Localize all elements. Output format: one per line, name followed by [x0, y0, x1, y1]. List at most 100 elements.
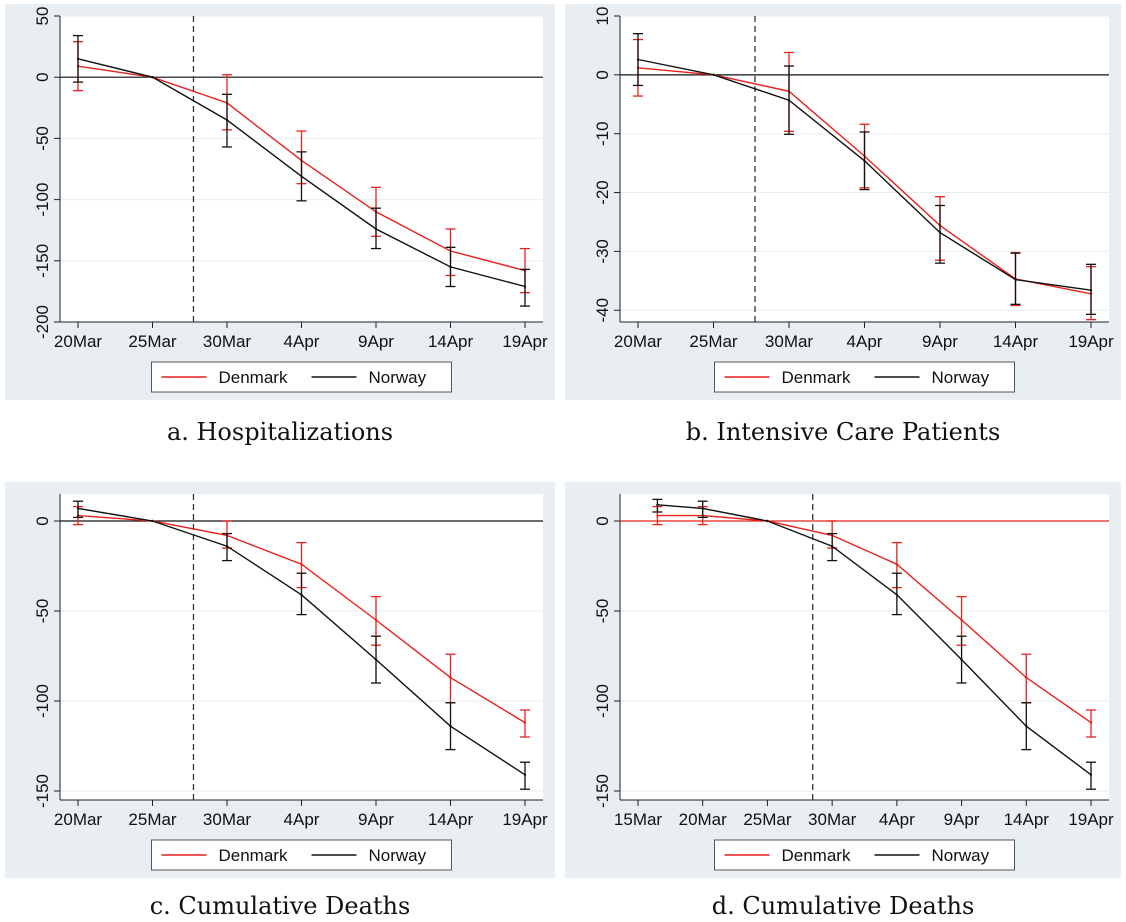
norway-data-point — [523, 773, 527, 776]
caption-d: d. Cumulative Deaths — [711, 892, 975, 920]
caption-c: c. Cumulative Deaths — [149, 892, 411, 920]
x-tick-label: 25Mar — [743, 810, 792, 829]
norway-legend-label: Norway — [932, 368, 990, 387]
x-tick-label: 15Mar — [614, 810, 663, 829]
norway-data-point — [374, 658, 378, 661]
norway-data-point — [636, 58, 640, 61]
norway-data-point — [1014, 278, 1017, 281]
y-tick-label: -150 — [593, 774, 612, 808]
y-tick-label: 0 — [593, 516, 612, 525]
denmark-data-point — [895, 563, 899, 566]
x-tick-label: 14Apr — [1004, 810, 1050, 829]
x-tick-label: 20Mar — [614, 332, 663, 351]
x-tick-label: 9Apr — [922, 332, 958, 351]
y-tick-label: -50 — [33, 126, 52, 151]
norway-data-point — [656, 503, 659, 506]
x-tick-label: 20Mar — [679, 810, 728, 829]
chart-panel-d: 0 -50 -100 -150 15Mar 20Mar 25Mar 30Mar 4Apr 9Apr… — [565, 482, 1121, 878]
norway-data-point — [1089, 773, 1093, 776]
x-tick-label: 19Apr — [502, 810, 548, 829]
x-tick-label: 4Apr — [284, 810, 320, 829]
x-tick-label: 20Mar — [54, 332, 103, 351]
y-tick-label: -50 — [593, 599, 612, 624]
norway-data-point — [76, 57, 80, 61]
norway-data-point — [787, 98, 791, 102]
y-tick-label: 10 — [593, 7, 612, 26]
y-tick-label: -100 — [33, 183, 52, 217]
caption-a: a. Hospitalizations — [166, 418, 394, 446]
denmark-legend-label: Denmark — [782, 368, 851, 387]
norway-error-bar — [935, 204, 945, 264]
denmark-series-line — [657, 514, 1092, 724]
norway-legend-label: Norway — [369, 846, 427, 865]
norway-data-point — [830, 545, 834, 548]
denmark-data-point — [656, 514, 659, 517]
x-tick-label: 20Mar — [54, 810, 103, 829]
x-tick-label: 30Mar — [808, 810, 857, 829]
norway-data-point — [76, 507, 80, 510]
norway-data-point — [960, 658, 963, 661]
x-tick-label: 14Apr — [428, 810, 474, 829]
denmark-legend-label: Denmark — [219, 368, 288, 387]
norway-data-point — [1025, 725, 1028, 728]
y-tick-label: -100 — [33, 684, 52, 718]
norway-data-point — [1089, 289, 1093, 292]
norway-data-point — [449, 725, 452, 728]
y-tick-label: -200 — [33, 305, 52, 339]
legend: Denmark Norway — [714, 361, 1015, 393]
x-tick-label: 9Apr — [944, 810, 980, 829]
norway-legend-label: Norway — [932, 846, 990, 865]
x-tick-label: 4Apr — [847, 332, 883, 351]
y-tick-label: -10 — [593, 121, 612, 146]
y-tick-label: -150 — [33, 774, 52, 808]
norway-data-point — [766, 519, 769, 523]
denmark-data-point — [1025, 676, 1028, 679]
x-tick-label: 19Apr — [1068, 332, 1114, 351]
chart-panel-b: 10 0 -10 -20 -30 -40 20Mar 25Mar 30Mar 4Apr 9Apr 14… — [565, 4, 1121, 400]
x-tick-label: 9Apr — [358, 810, 394, 829]
x-tick-label: 19Apr — [502, 332, 548, 351]
norway-data-point — [701, 507, 704, 510]
norway-data-point — [523, 285, 527, 288]
y-tick-label: -40 — [593, 298, 612, 323]
x-tick-label: 25Mar — [128, 810, 177, 829]
norway-data-point — [374, 227, 378, 231]
plot-area — [60, 494, 543, 800]
norway-data-point — [151, 76, 154, 79]
norway-data-point — [449, 265, 452, 269]
norway-data-point — [225, 118, 229, 122]
denmark-data-point — [449, 676, 452, 679]
x-tick-label: 30Mar — [203, 810, 252, 829]
x-tick-label: 14Apr — [428, 332, 474, 351]
y-tick-label: -50 — [33, 599, 52, 624]
caption-b: b. Intensive Care Patients — [685, 418, 1001, 446]
denmark-data-point — [523, 721, 527, 724]
denmark-legend-label: Denmark — [219, 846, 288, 865]
norway-data-point — [300, 175, 303, 178]
norway-data-point — [895, 593, 899, 596]
norway-legend-label: Norway — [369, 368, 427, 387]
denmark-legend-label: Denmark — [782, 846, 851, 865]
norway-data-point — [225, 545, 229, 548]
x-tick-label: 19Apr — [1068, 810, 1114, 829]
y-tick-label: -100 — [593, 684, 612, 718]
y-tick-label: -30 — [593, 239, 612, 264]
x-tick-label: 25Mar — [128, 332, 177, 351]
y-tick-label: -150 — [33, 244, 52, 278]
x-tick-label: 30Mar — [203, 332, 252, 351]
legend: Denmark Norway — [151, 839, 452, 871]
plot-area — [620, 494, 1109, 800]
x-tick-label: 9Apr — [358, 332, 394, 351]
chart-panel-a: 50 0 -50 -100 -150 -200 20Mar 25Mar 30Mar 4Apr 9Ap… — [5, 4, 555, 400]
denmark-data-point — [1089, 721, 1093, 724]
x-tick-label: 25Mar — [689, 332, 738, 351]
legend: Denmark Norway — [151, 361, 452, 393]
norway-series-line — [657, 504, 1092, 776]
denmark-data-point — [300, 563, 303, 566]
norway-data-point — [938, 231, 942, 234]
x-tick-label: 4Apr — [284, 332, 320, 351]
norway-data-point — [151, 519, 154, 523]
